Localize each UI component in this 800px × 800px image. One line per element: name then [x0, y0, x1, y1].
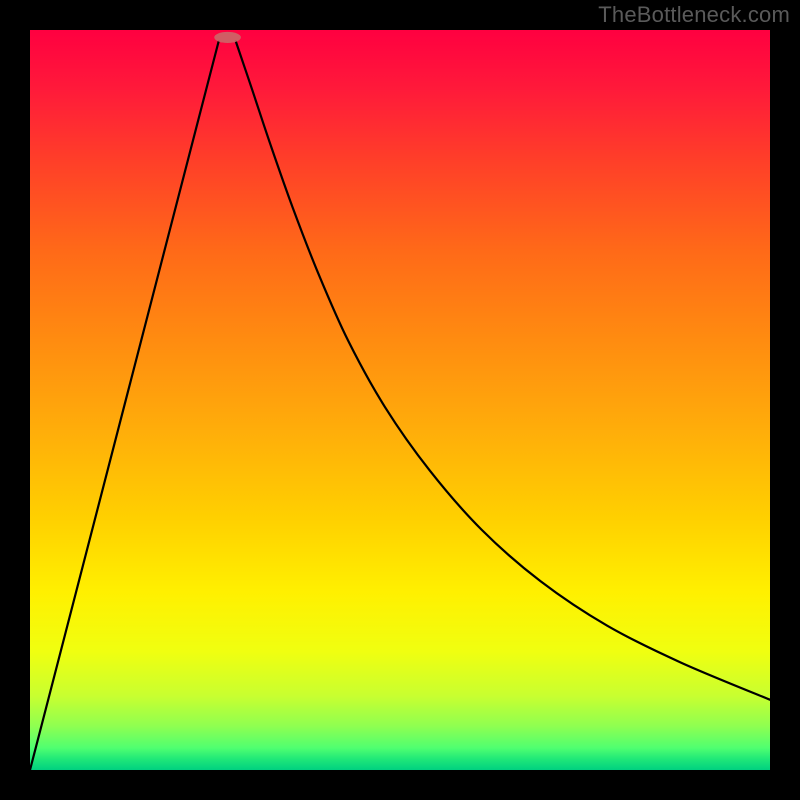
plot-background — [30, 30, 770, 770]
optimal-marker — [214, 32, 241, 43]
watermark-text: TheBottleneck.com — [598, 2, 790, 28]
chart-container: TheBottleneck.com — [0, 0, 800, 800]
bottleneck-chart — [0, 0, 800, 800]
